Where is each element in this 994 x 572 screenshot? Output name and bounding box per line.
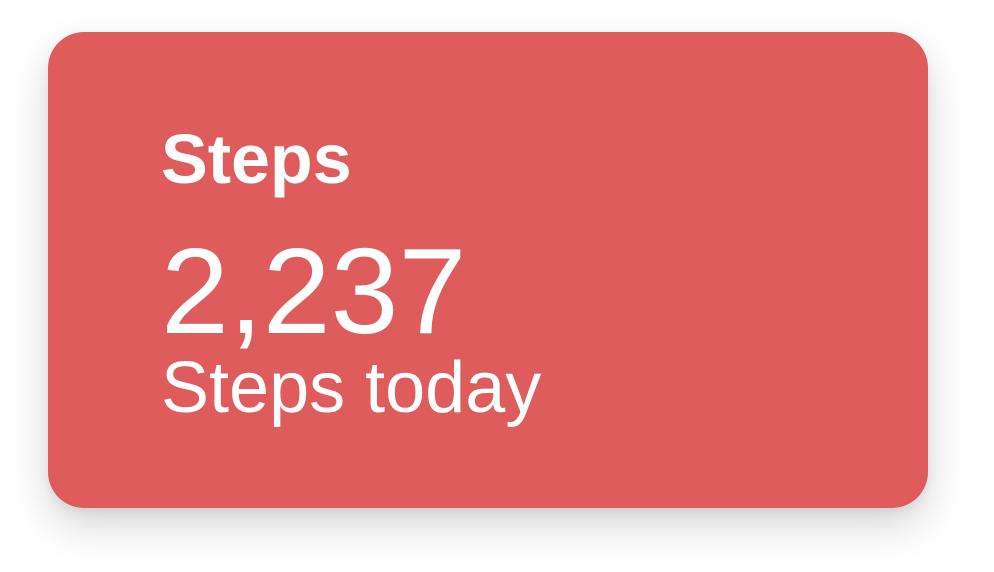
steps-caption: Steps today	[161, 348, 542, 428]
steps-card: Steps 2,237 Steps today	[48, 32, 928, 508]
card-title: Steps	[161, 120, 352, 198]
steps-count: 2,237	[161, 223, 467, 359]
